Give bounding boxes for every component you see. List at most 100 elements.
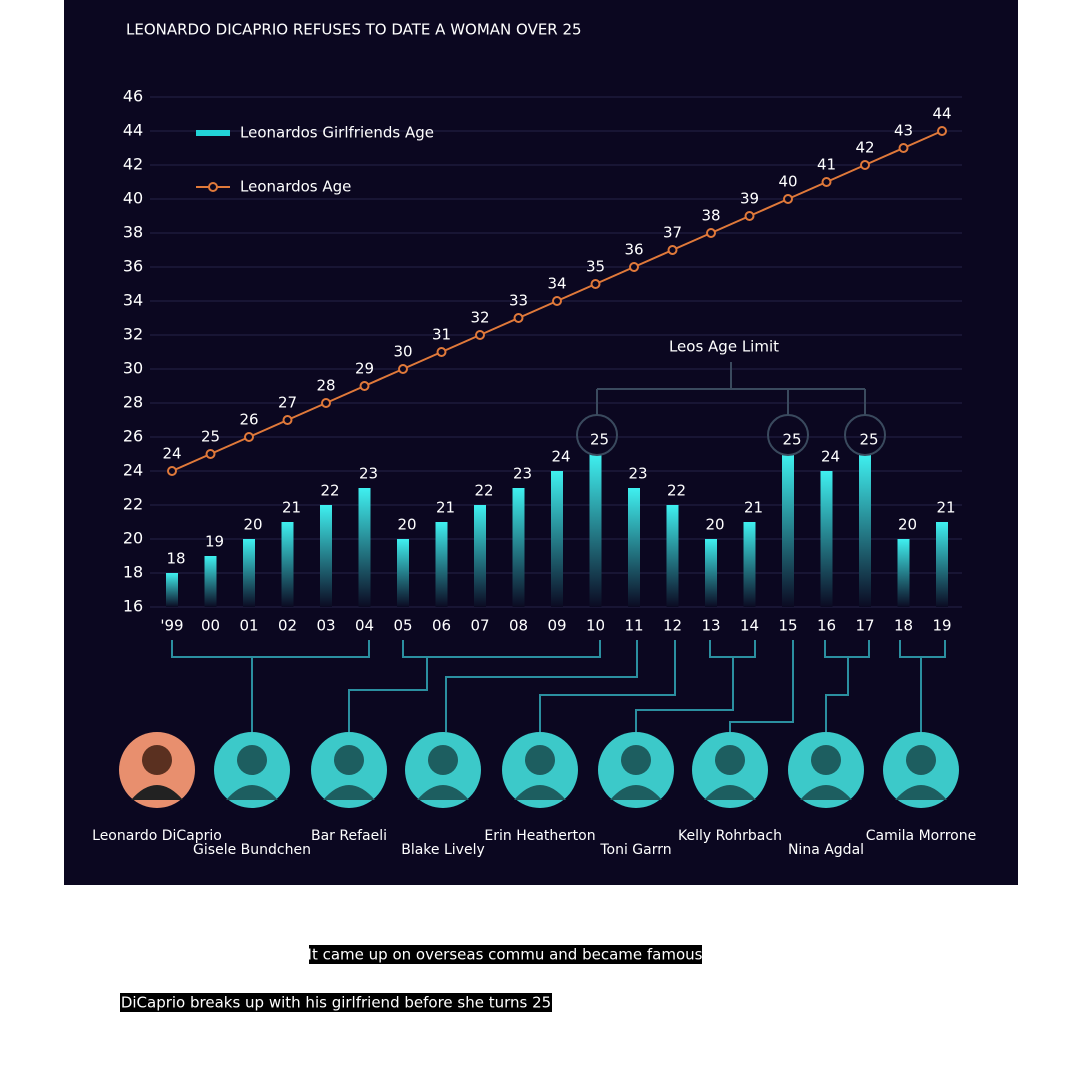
x-tick-label: 11 (624, 617, 643, 635)
avatar-head (906, 745, 936, 775)
avatar-head (237, 745, 267, 775)
bar-value-label: 23 (513, 465, 532, 483)
person-name: Kelly Rohrbach (678, 828, 782, 844)
line-point (321, 398, 331, 408)
line-value-label: 26 (239, 411, 258, 429)
line-point (590, 279, 601, 289)
person-name: Camila Morrone (866, 828, 976, 844)
bar-value-label: 22 (320, 482, 339, 500)
x-tick-label: 15 (778, 617, 797, 635)
person-name: Blake Lively (401, 842, 485, 858)
x-tick-label: 00 (201, 617, 220, 635)
line-value-label: 43 (894, 122, 913, 140)
x-tick-label: 06 (432, 617, 451, 635)
legend-swatch (208, 182, 218, 192)
line-value-label: 31 (432, 326, 451, 344)
y-tick-label: 32 (123, 325, 143, 344)
bar (705, 539, 717, 607)
bar-value-label: 20 (243, 516, 262, 534)
person-name: Bar Refaeli (311, 828, 387, 844)
caption-box (309, 945, 702, 964)
y-tick-label: 26 (123, 427, 143, 446)
bar (936, 522, 948, 607)
line-point (706, 228, 716, 238)
line-value-label: 30 (393, 343, 412, 361)
x-tick-label: 02 (278, 617, 297, 635)
x-tick-label: 12 (663, 617, 682, 635)
x-tick-label: 16 (817, 617, 836, 635)
bar (666, 505, 679, 607)
line-point (282, 415, 293, 425)
avatar-body (704, 785, 756, 800)
bar (166, 573, 178, 607)
line-value-label: 42 (855, 139, 874, 157)
bar (512, 488, 525, 607)
line-point (937, 126, 947, 136)
annotation: Leos Age Limit (669, 338, 779, 356)
person-name: Leonardo DiCaprio (92, 828, 222, 844)
x-tick-label: 18 (894, 617, 913, 635)
x-tick-label: 08 (509, 617, 528, 635)
y-tick-label: 16 (123, 597, 143, 616)
x-tick-label: 01 (239, 617, 258, 635)
line-point (359, 381, 370, 391)
bar-value-label: 21 (936, 499, 955, 517)
y-tick-label: 36 (123, 257, 143, 276)
bar-value-label: 21 (282, 499, 301, 517)
line-point (244, 432, 254, 442)
y-tick-label: 22 (123, 495, 143, 514)
line-value-label: 38 (701, 207, 720, 225)
line-point (436, 347, 447, 357)
line-value-label: 32 (470, 309, 489, 327)
avatar-body (895, 785, 947, 800)
bar-value-label: 20 (898, 516, 917, 534)
bar (243, 539, 255, 607)
avatar-head (811, 745, 841, 775)
x-tick-label: 04 (355, 617, 374, 635)
avatar-head (715, 745, 745, 775)
line-value-label: 40 (778, 173, 797, 191)
line-value-label: 36 (624, 241, 643, 259)
avatar-head (525, 745, 555, 775)
avatar-head (334, 745, 364, 775)
bar (551, 471, 563, 607)
line-value-label: 27 (278, 394, 297, 412)
y-tick-label: 30 (123, 359, 143, 378)
y-tick-label: 38 (123, 223, 143, 242)
line-value-label: 29 (355, 360, 374, 378)
line-point (513, 313, 524, 323)
bar (782, 454, 794, 607)
y-tick-label: 40 (123, 189, 143, 208)
connectors (171, 640, 946, 732)
person-name: Gisele Bundchen (193, 842, 311, 858)
avatar-body (226, 785, 278, 800)
y-tick-label: 44 (123, 121, 143, 140)
y-tick-label: 34 (123, 291, 143, 310)
line-point (475, 330, 485, 340)
avatar-body (610, 785, 662, 800)
bar (589, 454, 602, 607)
bar (320, 505, 332, 607)
avatar-head (621, 745, 651, 775)
avatar-body (131, 785, 183, 800)
line-point (783, 194, 793, 204)
line-point (667, 245, 678, 255)
bar-value-label: 23 (628, 465, 647, 483)
line-value-label: 39 (740, 190, 759, 208)
caption-box (120, 993, 552, 1012)
x-tick-label: 10 (586, 617, 605, 635)
bar-value-label: 25 (590, 431, 609, 449)
caption: DiCaprio breaks up with his girlfriend b… (121, 994, 551, 1012)
line-point (860, 160, 870, 170)
bar (435, 522, 448, 607)
x-tick-label: 14 (740, 617, 759, 635)
x-tick-label: '99 (160, 617, 183, 635)
y-tick-label: 24 (123, 461, 143, 480)
legend-label: Leonardos Girlfriends Age (240, 124, 434, 142)
bar-value-label: 22 (667, 482, 686, 500)
line-point (629, 262, 639, 272)
y-tick-label: 18 (123, 563, 143, 582)
line-value-label: 34 (547, 275, 566, 293)
avatar-body (417, 785, 469, 800)
